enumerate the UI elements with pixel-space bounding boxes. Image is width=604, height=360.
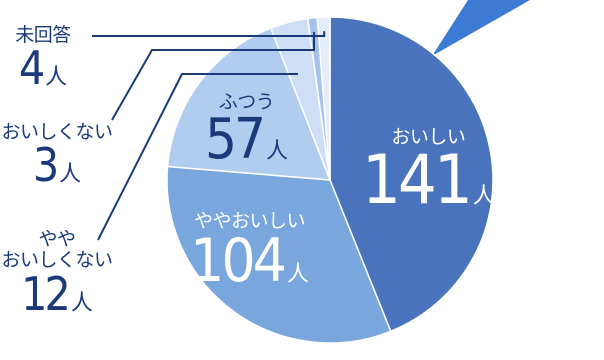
label-yaya-oishikunai-count: 12 bbox=[21, 266, 71, 321]
label-yaya-oishikunai: やや おいしくない 12 人 bbox=[0, 229, 122, 317]
label-mikaito-category: 未回答 bbox=[15, 24, 71, 46]
label-futsu: ふつう 57 人 bbox=[205, 93, 288, 168]
label-oishii-category: おいしい bbox=[391, 126, 466, 148]
label-yaya-oishii: ややおいしい 104 人 bbox=[190, 210, 310, 292]
label-yaya-oishikunai-unit: 人 bbox=[70, 290, 93, 316]
leader-line-yaya-oishikunai bbox=[97, 73, 298, 241]
label-oishii-count: 141 bbox=[362, 141, 473, 220]
label-yaya-oishii-category: ややおいしい bbox=[194, 210, 306, 232]
label-oishikunai-category: おいしくない bbox=[1, 121, 113, 143]
label-yaya-oishii-unit: 人 bbox=[287, 262, 310, 287]
pie-slice-5 bbox=[316, 16, 331, 181]
leader-line-mikaito bbox=[92, 31, 326, 37]
label-oishikunai-count: 3 bbox=[32, 138, 59, 192]
label-futsu-unit: 人 bbox=[266, 139, 289, 164]
pie-slice-1 bbox=[166, 165, 392, 344]
pie-slice-0 bbox=[329, 16, 494, 333]
label-oishikunai-unit: 人 bbox=[59, 162, 82, 187]
label-yaya-oishii-count: 104 bbox=[190, 226, 287, 296]
label-futsu-count: 57 bbox=[205, 107, 266, 172]
label-futsu-category: ふつう bbox=[218, 91, 275, 113]
leader-line-oishikunai bbox=[111, 31, 315, 121]
label-oishii: おいしい 141 人 bbox=[362, 128, 495, 215]
label-yaya-oishikunai-category-line2: おいしくない bbox=[1, 248, 113, 271]
label-mikaito-count: 4 bbox=[18, 41, 45, 95]
decorative-triangle bbox=[432, 0, 530, 56]
label-yaya-oishikunai-category-line1: やや bbox=[38, 228, 76, 250]
label-mikaito-unit: 人 bbox=[45, 65, 68, 90]
label-oishii-unit: 人 bbox=[472, 184, 495, 209]
